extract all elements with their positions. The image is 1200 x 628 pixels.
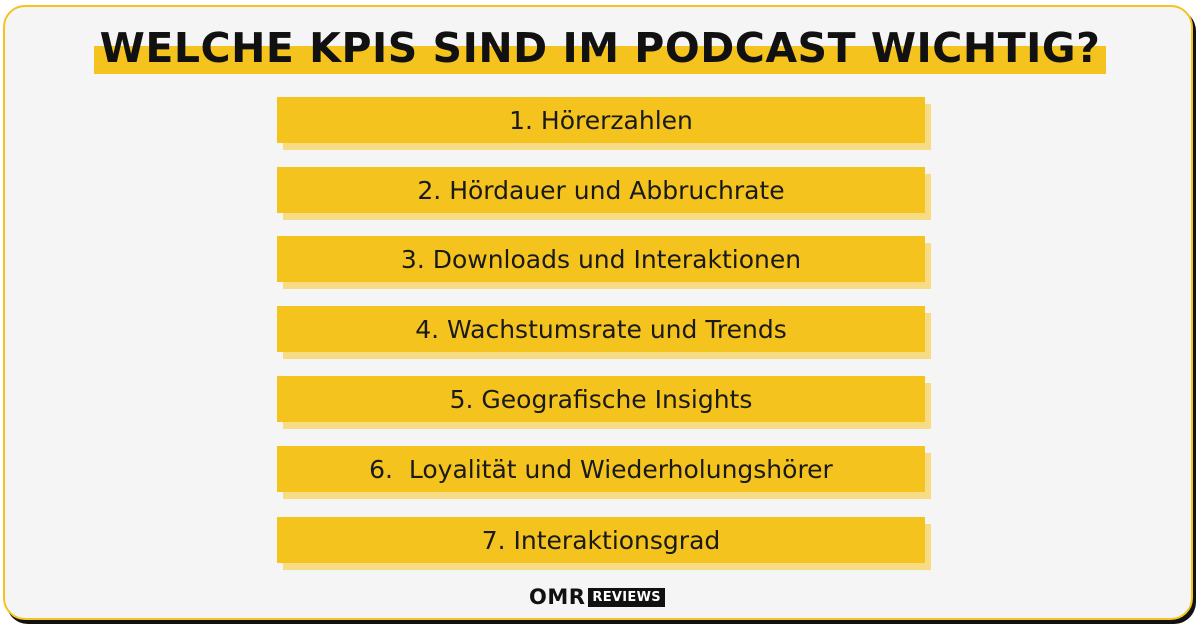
- logo-omr-text: OMR: [529, 585, 586, 609]
- page-title: WELCHE KPIS SIND IM PODCAST WICHTIG?: [93, 22, 1107, 74]
- kpi-item-5: 5. Geografische Insights: [277, 376, 925, 422]
- kpi-item-3: 3. Downloads und Interaktionen: [277, 236, 925, 282]
- kpi-item-1: 1. Hörerzahlen: [277, 97, 925, 143]
- kpi-item-2: 2. Hördauer und Abbruchrate: [277, 167, 925, 213]
- omr-reviews-logo: OMR REVIEWS: [529, 585, 665, 609]
- logo-reviews-badge: REVIEWS: [588, 587, 665, 607]
- title-container: WELCHE KPIS SIND IM PODCAST WICHTIG?: [0, 22, 1200, 74]
- kpi-item-6: 6. Loyalität und Wiederholungshörer: [277, 446, 925, 492]
- kpi-item-7: 7. Interaktionsgrad: [277, 517, 925, 563]
- kpi-item-4: 4. Wachstumsrate und Trends: [277, 306, 925, 352]
